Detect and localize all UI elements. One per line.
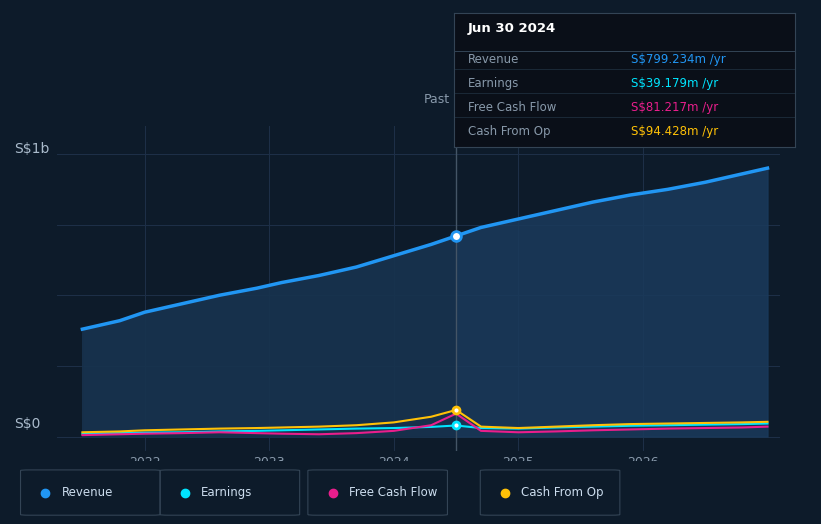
Text: Revenue: Revenue — [468, 53, 519, 66]
Text: Free Cash Flow: Free Cash Flow — [468, 101, 556, 114]
Text: Earnings: Earnings — [201, 486, 253, 499]
Text: S$94.428m /yr: S$94.428m /yr — [631, 125, 718, 138]
Text: Cash From Op: Cash From Op — [468, 125, 550, 138]
Text: S$1b: S$1b — [14, 142, 49, 156]
Text: Cash From Op: Cash From Op — [521, 486, 603, 499]
Text: S$799.234m /yr: S$799.234m /yr — [631, 53, 726, 66]
Text: S$81.217m /yr: S$81.217m /yr — [631, 101, 718, 114]
Text: S$39.179m /yr: S$39.179m /yr — [631, 77, 718, 90]
Text: Jun 30 2024: Jun 30 2024 — [468, 23, 556, 36]
Text: Past: Past — [424, 93, 450, 106]
Text: Analysts Forecasts: Analysts Forecasts — [462, 93, 579, 106]
Text: Earnings: Earnings — [468, 77, 519, 90]
Text: Revenue: Revenue — [62, 486, 113, 499]
Text: S$0: S$0 — [14, 417, 40, 431]
Text: Free Cash Flow: Free Cash Flow — [349, 486, 438, 499]
